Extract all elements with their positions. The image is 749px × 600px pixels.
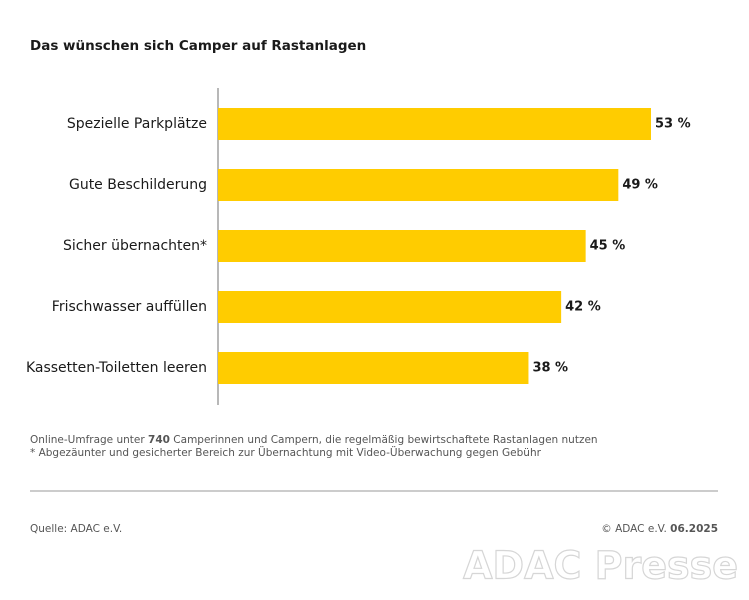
category-label: Spezielle Parkplätze	[67, 116, 207, 132]
copyright: © ADAC e.V. 06.2025	[601, 523, 718, 535]
copyright-text: © ADAC e.V.	[601, 523, 667, 535]
value-label: 45 %	[590, 239, 626, 254]
bar	[218, 169, 619, 201]
bar	[218, 108, 651, 140]
value-label: 53 %	[655, 117, 691, 132]
category-label: Sicher übernachten*	[63, 238, 207, 254]
date: 06.2025	[670, 523, 718, 535]
note: Online-Umfrage unter 740 Camperinnen und…	[30, 434, 598, 446]
note-text: Camperinnen und Campern, die regelmäßig …	[173, 434, 597, 446]
chart-title: Das wünschen sich Camper auf Rastanlagen	[30, 38, 366, 54]
category-label: Frischwasser auffüllen	[52, 299, 207, 315]
category-label: Gute Beschilderung	[69, 177, 207, 193]
watermark: ADAC Presse	[463, 544, 738, 588]
value-label: 38 %	[532, 361, 568, 376]
bar	[218, 352, 529, 384]
bar	[218, 230, 586, 262]
bar	[218, 291, 562, 323]
category-label: Kassetten-Toiletten leeren	[26, 360, 207, 376]
value-label: 42 %	[565, 300, 601, 315]
footnote: * Abgezäunter und gesicherter Bereich zu…	[30, 446, 542, 459]
source: Quelle: ADAC e.V.	[30, 523, 122, 535]
note-number: 740	[148, 434, 170, 446]
value-label: 49 %	[622, 178, 658, 193]
note-text: Online-Umfrage unter	[30, 434, 145, 446]
